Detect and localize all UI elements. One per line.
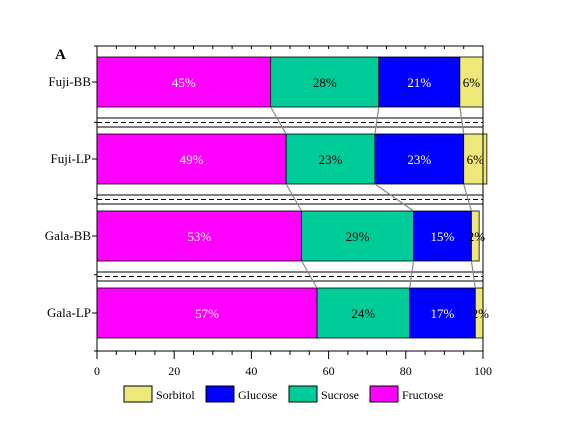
- legend-swatch-sorbitol: [123, 385, 153, 403]
- bar-glucose-fuji-bb: [378, 56, 461, 108]
- legend-swatch-sucrose: [288, 385, 318, 403]
- data-label-fructose-fuji-lp: 49%: [180, 152, 204, 167]
- y-tick-label-fuji-bb: Fuji-BB: [48, 74, 91, 89]
- axes-layer: Fuji-BB Fuji-LP Gala-BB Gala-LP 0 20 40 60 80 100…: [45, 45, 492, 378]
- data-label-sorbitol-fuji-bb: 6%: [463, 75, 481, 90]
- legend: Sorbitol Glucose Sucrose Fructose: [123, 385, 443, 403]
- y-tick-label-gala-lp: Gala-LP: [47, 305, 91, 320]
- bar-fructose-gala-bb: [96, 210, 302, 262]
- bars-layer: [96, 56, 488, 339]
- legend-label-fructose: Fructose: [402, 388, 443, 402]
- bar-sorbitol-gala-bb: [471, 210, 480, 262]
- legend-swatch-glucose: [205, 385, 235, 403]
- panel-label: A: [55, 47, 66, 63]
- data-label-sorbitol-gala-bb: 2%: [468, 229, 486, 244]
- connector-lines-layer: [270, 106, 476, 289]
- bar-glucose-fuji-lp: [374, 133, 465, 185]
- legend-label-sucrose: Sucrose: [321, 388, 359, 402]
- legend-label-glucose: Glucose: [238, 388, 277, 402]
- bar-glucose-gala-bb: [413, 210, 472, 262]
- legend-label-sorbitol: Sorbitol: [156, 388, 195, 402]
- data-label-glucose-gala-bb: 15%: [431, 229, 455, 244]
- x-tick-label-40: 40: [245, 364, 257, 378]
- connector-line-1-3: [459, 106, 465, 135]
- connector-line-3-2: [409, 260, 415, 289]
- x-tick-label-80: 80: [400, 364, 412, 378]
- data-label-glucose-gala-lp: 17%: [431, 306, 455, 321]
- connector-line-3-3: [470, 260, 476, 289]
- data-label-fructose-gala-lp: 57%: [195, 306, 219, 321]
- x-tick-label-0: 0: [94, 364, 100, 378]
- bar-sucrose-fuji-lp: [285, 133, 376, 185]
- bar-sucrose-gala-bb: [301, 210, 414, 262]
- connector-line-1-1: [270, 106, 287, 135]
- data-label-sucrose-gala-bb: 29%: [346, 229, 370, 244]
- legend-swatch-fructose: [369, 385, 399, 403]
- x-tick-label-100: 100: [474, 364, 492, 378]
- bar-fructose-fuji-lp: [96, 133, 287, 185]
- data-label-sorbitol-gala-lp: 2%: [472, 306, 490, 321]
- data-label-glucose-fuji-lp: 23%: [407, 152, 431, 167]
- y-tick-label-gala-bb: Gala-BB: [45, 228, 92, 243]
- data-label-fructose-fuji-bb: 45%: [172, 75, 196, 90]
- connector-line-2-1: [285, 183, 303, 212]
- connector-line-2-3: [463, 183, 472, 212]
- bar-sucrose-gala-lp: [316, 287, 411, 339]
- connector-line-2-2: [374, 183, 414, 212]
- data-label-sucrose-fuji-lp: 23%: [319, 152, 343, 167]
- connector-line-1-2: [374, 106, 380, 135]
- x-tick-label-20: 20: [168, 364, 180, 378]
- data-label-sucrose-gala-lp: 24%: [351, 306, 375, 321]
- bar-glucose-gala-lp: [409, 287, 476, 339]
- value-labels-layer: 45% 28% 21% 6% 49% 23% 23% 6% 53% 29% 15% 2% 57% 24% 1…: [172, 75, 489, 321]
- bar-sucrose-fuji-bb: [270, 56, 380, 108]
- data-label-glucose-fuji-bb: 21%: [407, 75, 431, 90]
- x-tick-label-60: 60: [323, 364, 335, 378]
- data-label-sorbitol-fuji-lp: 6%: [467, 152, 485, 167]
- data-label-sucrose-fuji-bb: 28%: [313, 75, 337, 90]
- connector-line-3-1: [301, 260, 318, 289]
- data-label-fructose-gala-bb: 53%: [187, 229, 211, 244]
- y-tick-label-fuji-lp: Fuji-LP: [51, 151, 91, 166]
- bar-sorbitol-fuji-lp: [463, 133, 488, 185]
